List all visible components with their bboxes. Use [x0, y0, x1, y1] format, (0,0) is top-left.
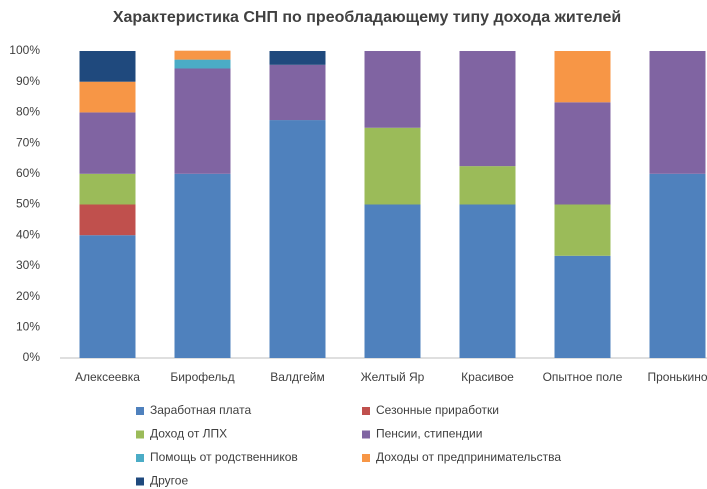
- bar-segment: [79, 235, 136, 358]
- legend-label: Другое: [150, 474, 188, 488]
- y-tick-label: 70%: [16, 135, 40, 149]
- bar-segment: [174, 59, 231, 69]
- x-tick-label: Алексеевка: [75, 370, 140, 384]
- x-tick-label: Опытное поле: [543, 370, 623, 384]
- bar-segment: [79, 81, 136, 113]
- legend-swatch: [362, 430, 370, 439]
- bar-segment: [269, 64, 326, 121]
- bar-segment: [79, 204, 136, 236]
- y-tick-label: 0%: [23, 350, 41, 364]
- legend-label: Заработная плата: [150, 403, 251, 417]
- legend-label: Сезонные приработки: [376, 403, 499, 417]
- bar-segment: [79, 173, 136, 205]
- legend-label: Пенсии, стипендии: [376, 427, 482, 441]
- bar-segment: [79, 51, 136, 82]
- bar-segment: [174, 68, 231, 174]
- bar-segment: [269, 51, 326, 65]
- bar-segment: [649, 173, 706, 358]
- y-tick-label: 30%: [16, 258, 40, 272]
- y-tick-label: 50%: [16, 197, 40, 211]
- bar-segment: [459, 51, 516, 167]
- legend-swatch: [136, 477, 144, 486]
- bar-segment: [174, 50, 231, 60]
- bar-segment: [364, 127, 421, 205]
- legend-swatch: [362, 454, 370, 462]
- y-tick-label: 40%: [16, 227, 40, 241]
- bar-segment: [649, 51, 706, 174]
- bar-segment: [554, 102, 611, 205]
- bar-segment: [554, 255, 611, 358]
- legend-label: Доход от ЛПХ: [150, 427, 227, 441]
- y-tick-label: 80%: [16, 105, 40, 119]
- bar-segment: [269, 120, 326, 358]
- y-tick-label: 90%: [16, 74, 40, 88]
- legend-label: Доходы от предпринимательства: [376, 450, 561, 464]
- x-tick-label: Бирофельд: [170, 370, 234, 384]
- y-tick-label: 100%: [9, 43, 40, 57]
- bar-segment: [554, 51, 611, 103]
- chart-title: Характеристика СНП по преобладающему тип…: [113, 9, 621, 26]
- legend-swatch: [136, 430, 144, 439]
- bar-segment: [554, 204, 611, 256]
- y-tick-label: 10%: [16, 319, 40, 333]
- bar-segment: [364, 51, 421, 128]
- bar-segment: [459, 204, 516, 358]
- bar-segment: [174, 173, 231, 358]
- y-tick-label: 60%: [16, 166, 40, 180]
- legend-swatch: [362, 407, 370, 415]
- x-tick-label: Пронькино: [647, 370, 707, 384]
- legend-label: Помощь от родственников: [150, 450, 298, 464]
- y-tick-label: 20%: [16, 289, 40, 303]
- bar-segment: [79, 112, 136, 174]
- bar-segment: [459, 166, 516, 205]
- x-tick-label: Красивое: [461, 370, 514, 384]
- legend-swatch: [136, 407, 144, 415]
- x-tick-label: Желтый Яр: [361, 370, 425, 384]
- x-tick-label: Валдгейм: [270, 370, 324, 384]
- legend-swatch: [136, 454, 144, 462]
- bar-segment: [364, 204, 421, 358]
